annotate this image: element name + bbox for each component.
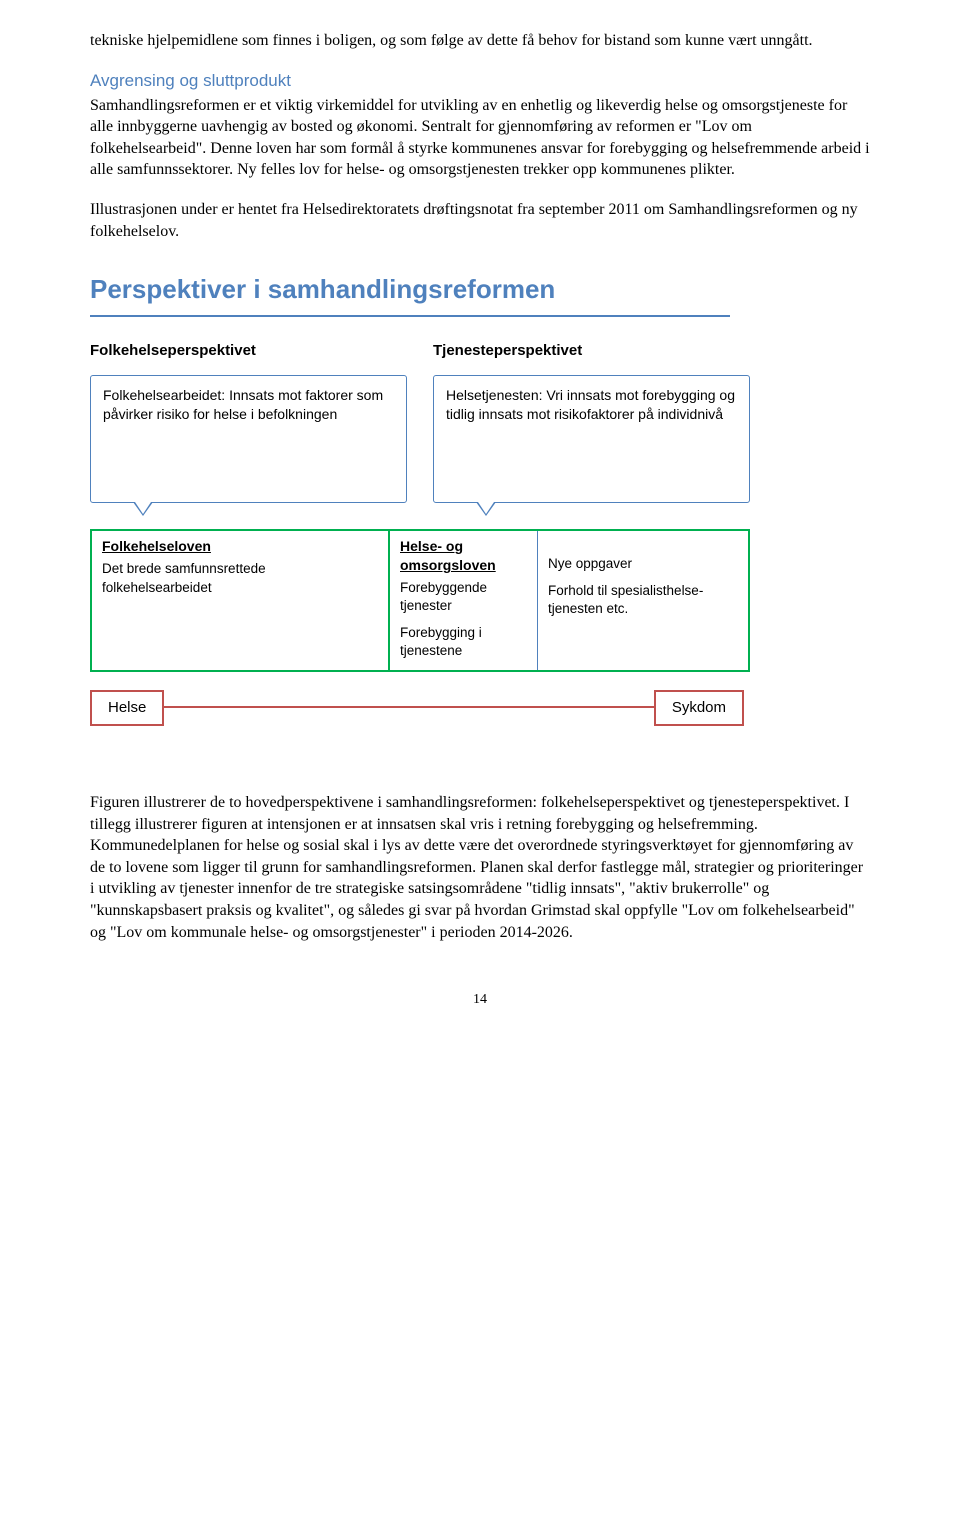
diagram-title: Perspektiver i samhandlingsreformen — [90, 272, 750, 307]
left-callout: Folkehelsearbeidet: Innsats mot faktorer… — [90, 375, 407, 503]
axis-row: Helse Sykdom — [90, 682, 744, 732]
axis-right-label: Sykdom — [654, 690, 744, 726]
axis-line — [162, 706, 656, 708]
box-a-line1: Forebyggende tjenester — [400, 579, 527, 615]
left-callout-text: Folkehelsearbeidet: Innsats mot faktorer… — [103, 387, 383, 422]
page-number: 14 — [90, 991, 870, 1010]
intro-paragraph: tekniske hjelpemidlene som finnes i boli… — [90, 30, 870, 52]
box-b-line1: Nye oppgaver — [548, 555, 738, 573]
helse-omsorgsloven-box-a: Helse- og omsorgsloven Forebyggende tjen… — [390, 531, 538, 670]
box-b-line2: Forhold til spesialisthelse-tjenesten et… — [548, 582, 738, 618]
box-a-line2: Forebygging i tjenestene — [400, 624, 527, 660]
right-callout: Helsetjenesten: Vri innsats mot forebygg… — [433, 375, 750, 503]
section-heading: Avgrensing og sluttprodukt — [90, 70, 870, 93]
folkehelseloven-body: Det brede samfunnsrettede folkehelsearbe… — [102, 560, 378, 596]
perspectives-diagram: Perspektiver i samhandlingsreformen Folk… — [90, 272, 750, 732]
section-body-1: Samhandlingsreformen er et viktig virkem… — [90, 95, 870, 181]
right-callout-text: Helsetjenesten: Vri innsats mot forebygg… — [446, 387, 735, 422]
diagram-title-rule — [90, 315, 730, 317]
callout-pointer-icon — [476, 502, 496, 516]
diagram-right-column: Tjenesteperspektivet Helsetjenesten: Vri… — [433, 341, 750, 503]
helse-omsorgsloven-title: Helse- og omsorgsloven — [400, 537, 527, 575]
folkehelseloven-title: Folkehelseloven — [102, 537, 378, 556]
law-group: Folkehelseloven Det brede samfunnsretted… — [90, 529, 750, 672]
diagram-left-column: Folkehelseperspektivet Folkehelsearbeide… — [90, 341, 407, 503]
axis-left-label: Helse — [90, 690, 164, 726]
section-body-2: Illustrasjonen under er hentet fra Helse… — [90, 199, 870, 242]
folkehelseloven-box: Folkehelseloven Det brede samfunnsretted… — [92, 531, 390, 670]
helse-omsorgsloven-box-b: Nye oppgaver Forhold til spesialisthelse… — [538, 531, 748, 670]
left-perspective-label: Folkehelseperspektivet — [90, 341, 407, 361]
callout-pointer-icon — [133, 502, 153, 516]
after-diagram-paragraph: Figuren illustrerer de to hovedperspekti… — [90, 792, 870, 943]
helse-omsorgsloven-group: Helse- og omsorgsloven Forebyggende tjen… — [390, 531, 748, 670]
right-perspective-label: Tjenesteperspektivet — [433, 341, 750, 361]
diagram-columns: Folkehelseperspektivet Folkehelsearbeide… — [90, 341, 750, 503]
